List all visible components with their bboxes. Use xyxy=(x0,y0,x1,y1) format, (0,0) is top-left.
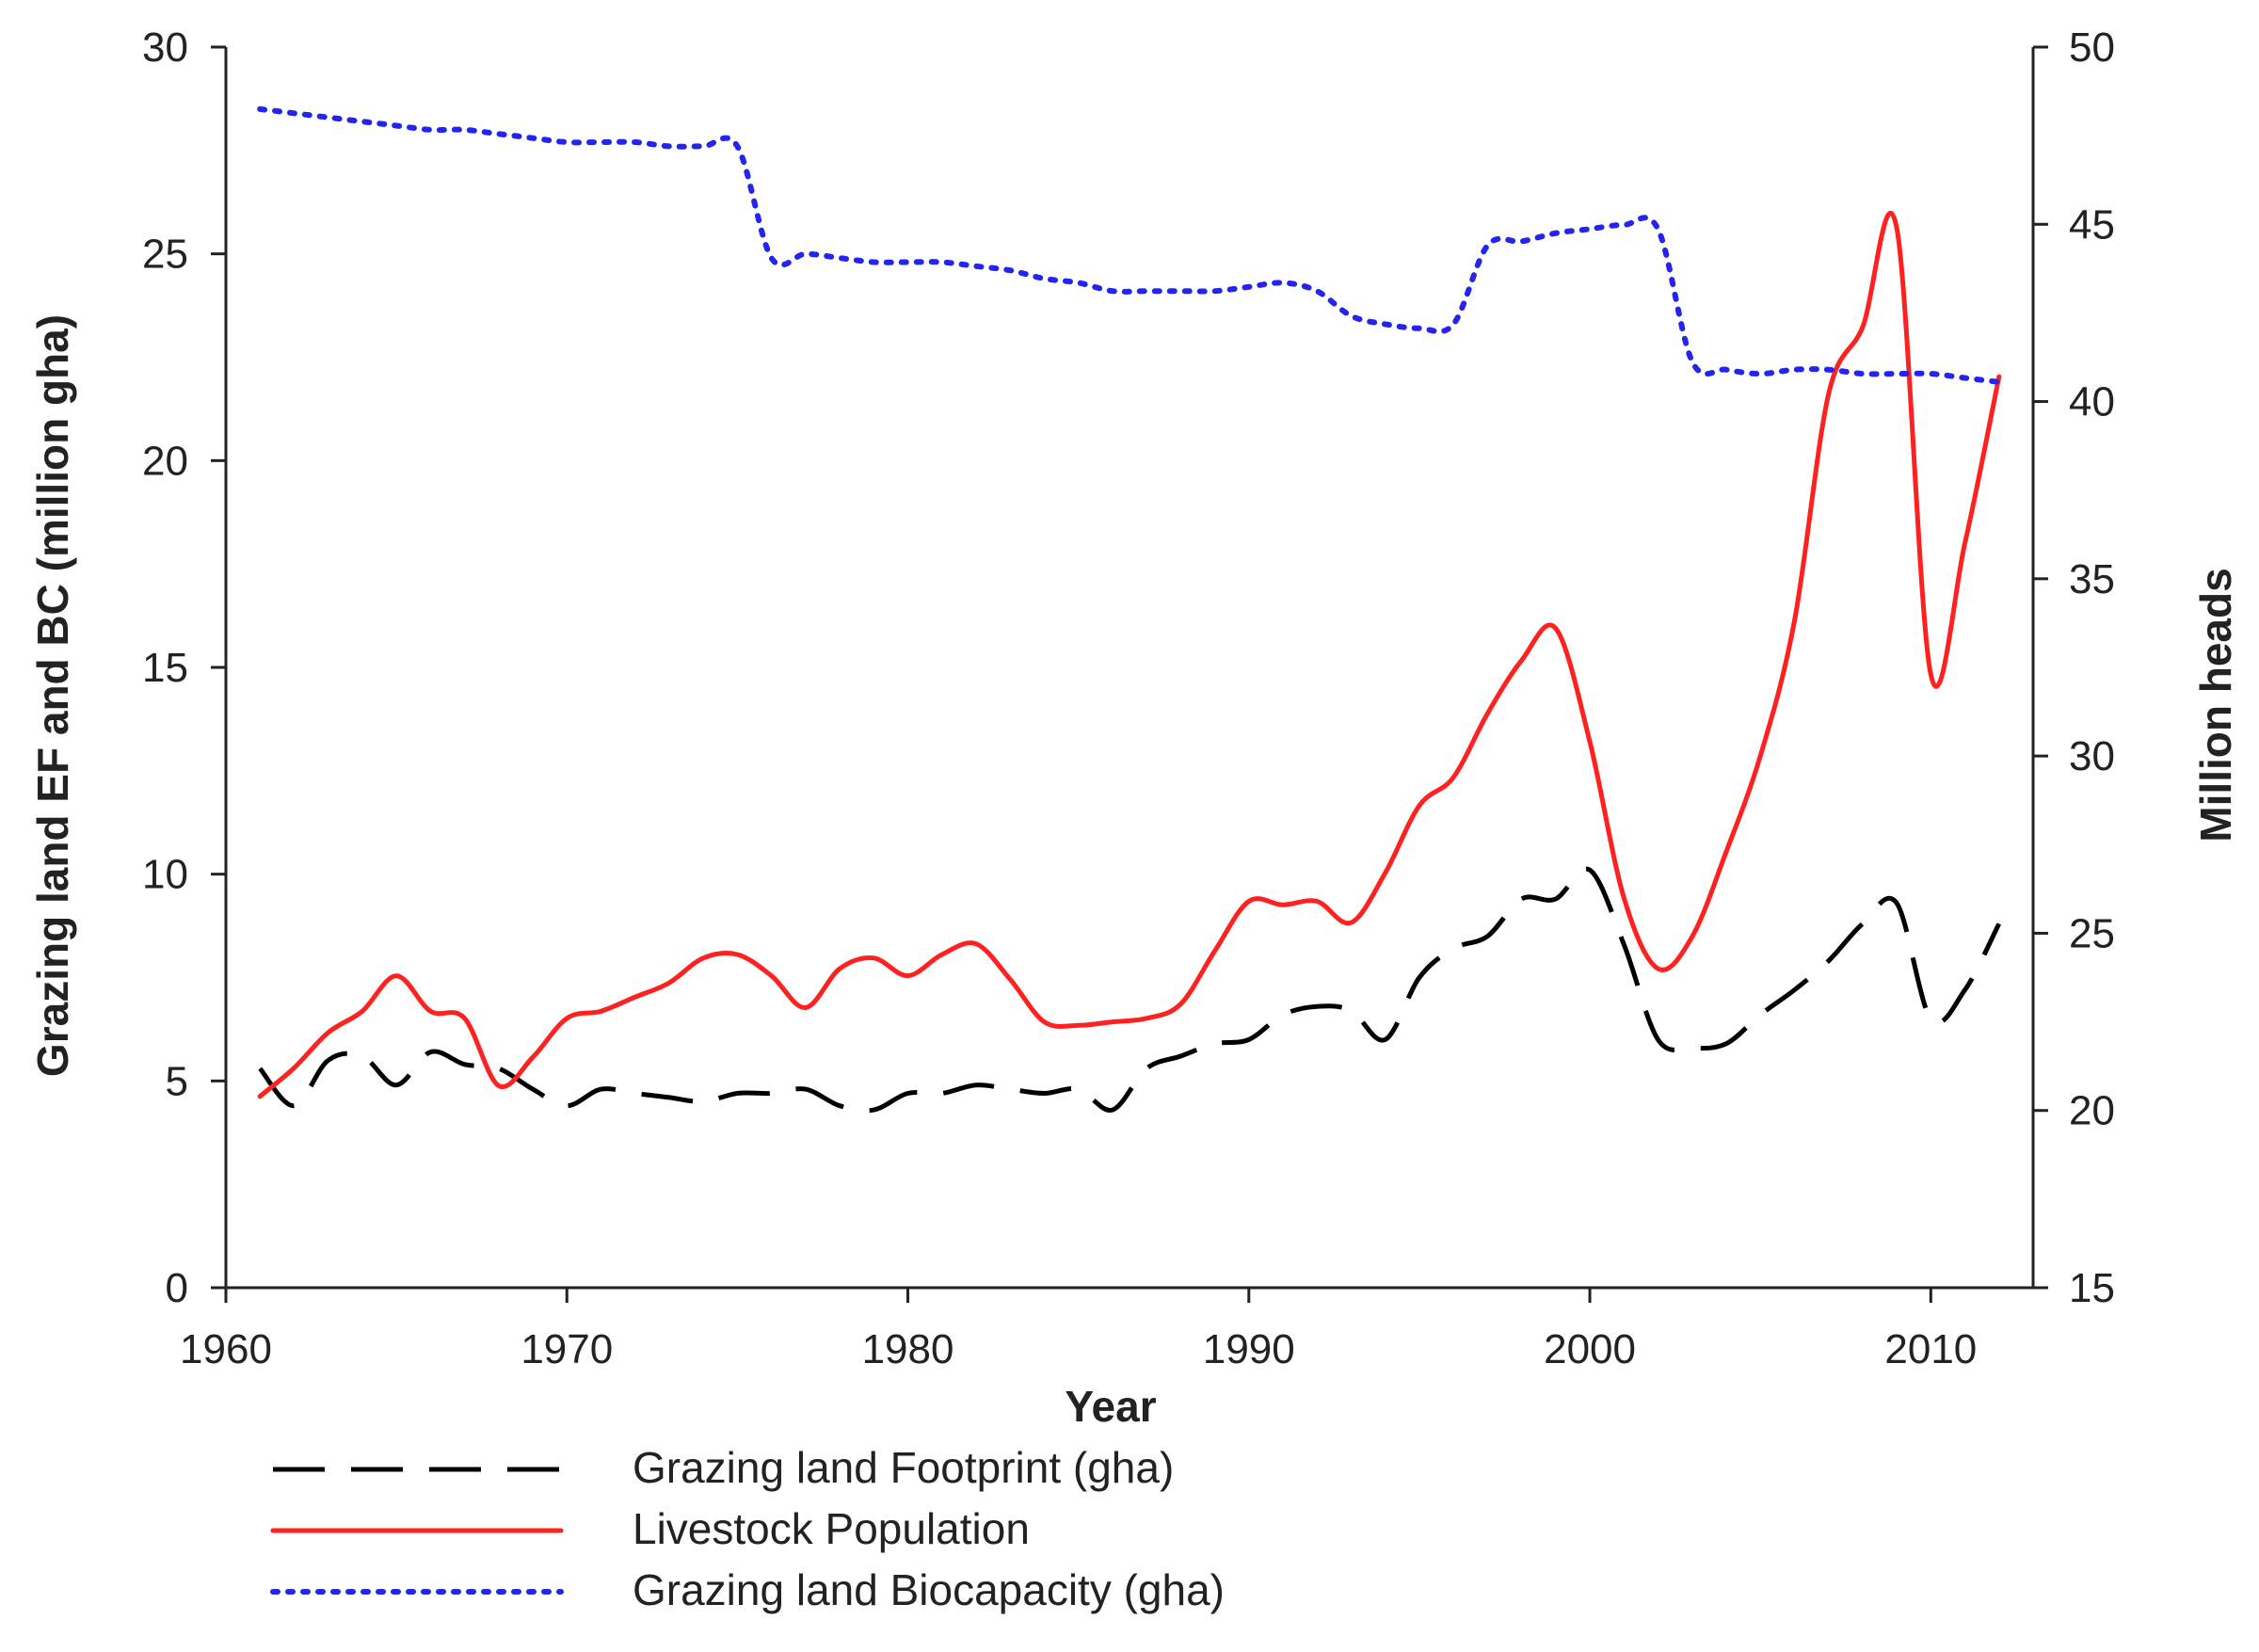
x-tick-label: 1960 xyxy=(180,1326,272,1372)
right-y-tick-label: 20 xyxy=(2069,1088,2115,1134)
right-y-tick-label: 40 xyxy=(2069,379,2115,425)
legend-label: Livestock Population xyxy=(633,1504,1030,1553)
left-y-tick-label: 25 xyxy=(142,232,188,278)
ticks-layer: 1960 1970 1980 1990 2000 2010 0 5 10 15 20 25 30 15 20… xyxy=(142,24,2115,1372)
right-y-axis-title: Million heads xyxy=(2191,568,2240,842)
series-line-grazing-land-biocapacity-gha xyxy=(257,105,2002,385)
right-y-tick-label: 25 xyxy=(2069,910,2115,956)
left-y-tick-label: 0 xyxy=(166,1265,188,1311)
right-y-tick-label: 45 xyxy=(2069,201,2115,248)
x-tick-label: 2010 xyxy=(1884,1326,1977,1372)
right-y-tick-label: 30 xyxy=(2069,733,2115,779)
series-layer xyxy=(257,105,2002,1114)
right-y-tick-label: 50 xyxy=(2069,24,2115,71)
axes-layer xyxy=(224,47,2035,1290)
left-y-tick-label: 15 xyxy=(142,645,188,691)
legend-label: Grazing land Footprint (gha) xyxy=(633,1443,1174,1492)
series-line-livestock-population xyxy=(257,210,2002,1099)
series-line-grazing-land-footprint-gha xyxy=(258,866,2002,1114)
legend-label: Grazing land Biocapacity (gha) xyxy=(633,1565,1225,1614)
left-y-tick-label: 20 xyxy=(142,438,188,484)
x-tick-label: 1980 xyxy=(862,1326,954,1372)
left-y-tick-label: 10 xyxy=(142,852,188,898)
x-axis-title: Year xyxy=(1065,1382,1156,1431)
left-y-axis-title: Grazing land EF and BC (million gha) xyxy=(28,314,77,1077)
left-y-tick-label: 5 xyxy=(166,1058,188,1104)
right-y-tick-label: 35 xyxy=(2069,556,2115,602)
x-tick-label: 2000 xyxy=(1544,1326,1636,1372)
right-y-tick-label: 15 xyxy=(2069,1265,2115,1311)
left-y-tick-label: 30 xyxy=(142,24,188,71)
x-tick-label: 1970 xyxy=(521,1326,613,1372)
x-tick-label: 1990 xyxy=(1203,1326,1295,1372)
legend: Grazing land Footprint (gha) Livestock Po… xyxy=(270,1443,1225,1614)
